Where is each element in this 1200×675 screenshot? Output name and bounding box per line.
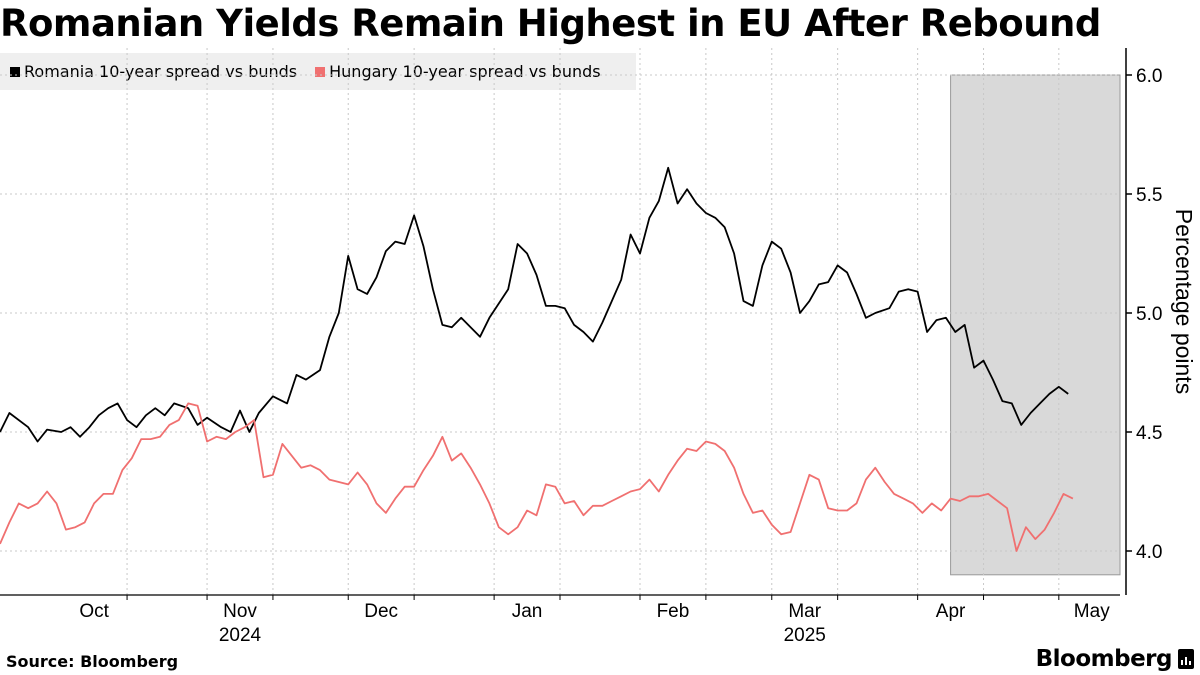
y-tick-label: 5.0 bbox=[1136, 304, 1162, 325]
legend-swatch-hungary bbox=[315, 66, 326, 77]
source-note: Source: Bloomberg bbox=[6, 652, 179, 671]
x-tick-label: Jan bbox=[512, 601, 543, 622]
legend: Romania 10-year spread vs bunds Hungary … bbox=[0, 53, 636, 90]
x-tick-label: May bbox=[1074, 601, 1110, 622]
x-tick-label: Dec bbox=[364, 601, 398, 622]
y-tick-label: 5.5 bbox=[1136, 185, 1162, 206]
chart-title: Romanian Yields Remain Highest in EU Aft… bbox=[0, 2, 1101, 45]
series-line-hungary bbox=[0, 402, 1074, 552]
y-axis-title: Percentage points bbox=[1171, 209, 1197, 394]
legend-swatch-romania bbox=[10, 66, 20, 77]
bloomberg-terminal-icon bbox=[1178, 649, 1194, 669]
legend-item-romania: Romania 10-year spread vs bunds bbox=[10, 62, 297, 81]
y-tick-label: 6.0 bbox=[1136, 66, 1162, 87]
x-tick-label: Feb bbox=[657, 601, 690, 622]
x-year-label: 2024 bbox=[219, 625, 262, 646]
legend-label-hungary: Hungary 10-year spread vs bunds bbox=[329, 62, 601, 81]
y-tick-label: 4.0 bbox=[1136, 542, 1162, 563]
x-tick-label: Mar bbox=[788, 601, 821, 622]
x-year-label: 2025 bbox=[784, 625, 826, 646]
x-tick-label: Apr bbox=[936, 601, 966, 622]
y-tick-label: 4.5 bbox=[1136, 423, 1162, 444]
legend-label-romania: Romania 10-year spread vs bunds bbox=[24, 62, 298, 81]
x-tick-label: Oct bbox=[79, 601, 109, 622]
x-tick-label: Nov bbox=[223, 601, 257, 622]
shaded-region bbox=[950, 74, 1121, 576]
series-line-romania bbox=[0, 166, 1069, 443]
legend-item-hungary: Hungary 10-year spread vs bunds bbox=[315, 62, 601, 81]
bloomberg-logo: Bloomberg bbox=[1035, 646, 1173, 672]
